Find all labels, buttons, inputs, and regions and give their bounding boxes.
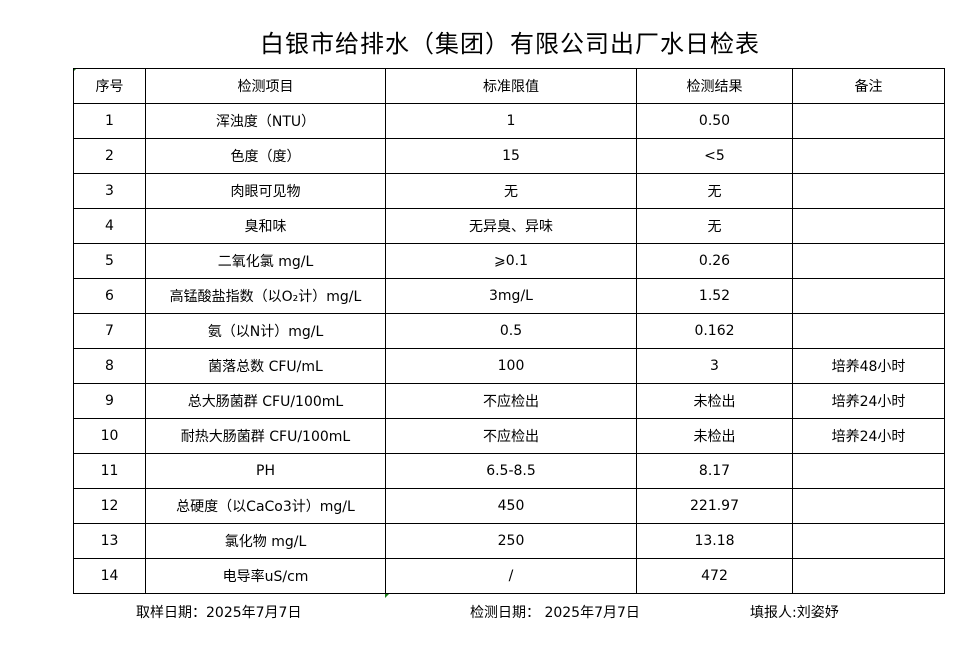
table-row: 2 色度（度） 15 <5 bbox=[73, 138, 945, 174]
table-row: 11 PH 6.5-8.5 8.17 bbox=[73, 453, 945, 489]
table-header-row: 序号 检测项目 标准限值 检测结果 备注 bbox=[73, 68, 945, 104]
column-header-limit: 标准限值 bbox=[385, 68, 637, 104]
cell-limit: 6.5-8.5 bbox=[385, 453, 637, 489]
cell-no: 1 bbox=[73, 103, 146, 139]
table-row: 3 肉眼可见物无无 bbox=[73, 173, 945, 209]
sample-date: 取样日期：2025年7月7日 bbox=[136, 605, 302, 621]
cell-note bbox=[792, 243, 945, 279]
cell-note bbox=[792, 208, 945, 244]
reporter: 填报人:刘姿妤 bbox=[750, 605, 839, 621]
cell-result: 3 bbox=[636, 348, 793, 384]
inspection-table: 序号 检测项目 标准限值 检测结果 备注 1 浑浊度（NTU） 1 0.50 2 色度（度… bbox=[73, 68, 945, 594]
cell-item: 色度（度） bbox=[145, 138, 386, 174]
table-row: 10 耐热大肠菌群 CFU/100mL 不应检出 未检出 培养24小时 bbox=[73, 418, 945, 454]
cell-result: 未检出 bbox=[636, 383, 793, 419]
cell-result: 472 bbox=[636, 558, 793, 594]
cell-item: 总大肠菌群 CFU/100mL bbox=[145, 383, 386, 419]
cell-note bbox=[792, 138, 945, 174]
cell-limit: 不应检出 bbox=[385, 418, 637, 454]
cell-no: 13 bbox=[73, 523, 146, 559]
table-row: 5 二氧化氯 mg/L ⩾0.1 0.26 bbox=[73, 243, 945, 279]
cell-item: 氨（以N计）mg/L bbox=[145, 313, 386, 349]
cell-result: 未检出 bbox=[636, 418, 793, 454]
cell-limit: 3mg/L bbox=[385, 278, 637, 314]
cell-no: 14 bbox=[73, 558, 146, 594]
cell-note bbox=[792, 558, 945, 594]
cell-limit: 100 bbox=[385, 348, 637, 384]
column-header-item: 检测项目 bbox=[145, 68, 386, 104]
cell-note bbox=[792, 103, 945, 139]
cell-note: 培养24小时 bbox=[792, 383, 945, 419]
cell-no: 10 bbox=[73, 418, 146, 454]
cell-item: 二氧化氯 mg/L bbox=[145, 243, 386, 279]
table-row: 4 臭和味 无异臭、异味无 bbox=[73, 208, 945, 244]
cell-no: 7 bbox=[73, 313, 146, 349]
cell-note bbox=[792, 278, 945, 314]
cell-limit: 无 bbox=[385, 173, 637, 209]
cell-item: 耐热大肠菌群 CFU/100mL bbox=[145, 418, 386, 454]
cell-item: 肉眼可见物 bbox=[145, 173, 386, 209]
cell-result: 0.162 bbox=[636, 313, 793, 349]
table-row: 1 浑浊度（NTU） 1 0.50 bbox=[73, 103, 945, 139]
test-date: 检测日期： 2025年7月7日 bbox=[470, 605, 640, 621]
cell-limit: / bbox=[385, 558, 637, 594]
cell-no: 11 bbox=[73, 453, 146, 489]
cell-result: <5 bbox=[636, 138, 793, 174]
cell-result: 1.52 bbox=[636, 278, 793, 314]
cell-item: 氯化物 mg/L bbox=[145, 523, 386, 559]
table-row: 9 总大肠菌群 CFU/100mL 不应检出 未检出 培养24小时 bbox=[73, 383, 945, 419]
cell-no: 12 bbox=[73, 488, 146, 524]
cell-result: 0.50 bbox=[636, 103, 793, 139]
cell-result: 无 bbox=[636, 173, 793, 209]
cell-no: 8 bbox=[73, 348, 146, 384]
cell-result: 8.17 bbox=[636, 453, 793, 489]
cell-no: 5 bbox=[73, 243, 146, 279]
cell-note: 培养48小时 bbox=[792, 348, 945, 384]
cell-limit: 无异臭、异味 bbox=[385, 208, 637, 244]
cell-result: 0.26 bbox=[636, 243, 793, 279]
cell-item: 电导率uS/cm bbox=[145, 558, 386, 594]
cell-result: 无 bbox=[636, 208, 793, 244]
cell-no: 2 bbox=[73, 138, 146, 174]
column-header-note: 备注 bbox=[792, 68, 945, 104]
cell-marker bbox=[385, 594, 389, 598]
cell-note bbox=[792, 173, 945, 209]
cell-no: 3 bbox=[73, 173, 146, 209]
cell-limit: 不应检出 bbox=[385, 383, 637, 419]
table-row: 8 菌落总数 CFU/mL 100 3 培养48小时 bbox=[73, 348, 945, 384]
cell-limit: 450 bbox=[385, 488, 637, 524]
cell-no: 9 bbox=[73, 383, 146, 419]
cell-limit: 15 bbox=[385, 138, 637, 174]
cell-note bbox=[792, 523, 945, 559]
cell-limit: 1 bbox=[385, 103, 637, 139]
cell-limit: 0.5 bbox=[385, 313, 637, 349]
table-row: 6 高锰酸盐指数（以O₂计）mg/L 3mg/L 1.52 bbox=[73, 278, 945, 314]
cell-no: 4 bbox=[73, 208, 146, 244]
table-row: 12 总硬度（以CaCo3计）mg/L 450 221.97 bbox=[73, 488, 945, 524]
cell-item: 浑浊度（NTU） bbox=[145, 103, 386, 139]
cell-item: 高锰酸盐指数（以O₂计）mg/L bbox=[145, 278, 386, 314]
cell-result: 221.97 bbox=[636, 488, 793, 524]
cell-note bbox=[792, 313, 945, 349]
table-row: 14 电导率uS/cm/472 bbox=[73, 558, 945, 594]
cell-item: 总硬度（以CaCo3计）mg/L bbox=[145, 488, 386, 524]
table-row: 7 氨（以N计）mg/L 0.5 0.162 bbox=[73, 313, 945, 349]
cell-item: PH bbox=[145, 453, 386, 489]
cell-no: 6 bbox=[73, 278, 146, 314]
cell-result: 13.18 bbox=[636, 523, 793, 559]
cell-limit: ⩾0.1 bbox=[385, 243, 637, 279]
cell-item: 菌落总数 CFU/mL bbox=[145, 348, 386, 384]
page-title: 白银市给排水（集团）有限公司出厂水日检表 bbox=[260, 30, 760, 58]
cell-note bbox=[792, 488, 945, 524]
column-header-no: 序号 bbox=[73, 68, 146, 104]
cell-limit: 250 bbox=[385, 523, 637, 559]
cell-note bbox=[792, 453, 945, 489]
cell-note: 培养24小时 bbox=[792, 418, 945, 454]
table-row: 13 氯化物 mg/L 250 13.18 bbox=[73, 523, 945, 559]
cell-item: 臭和味 bbox=[145, 208, 386, 244]
column-header-result: 检测结果 bbox=[636, 68, 793, 104]
